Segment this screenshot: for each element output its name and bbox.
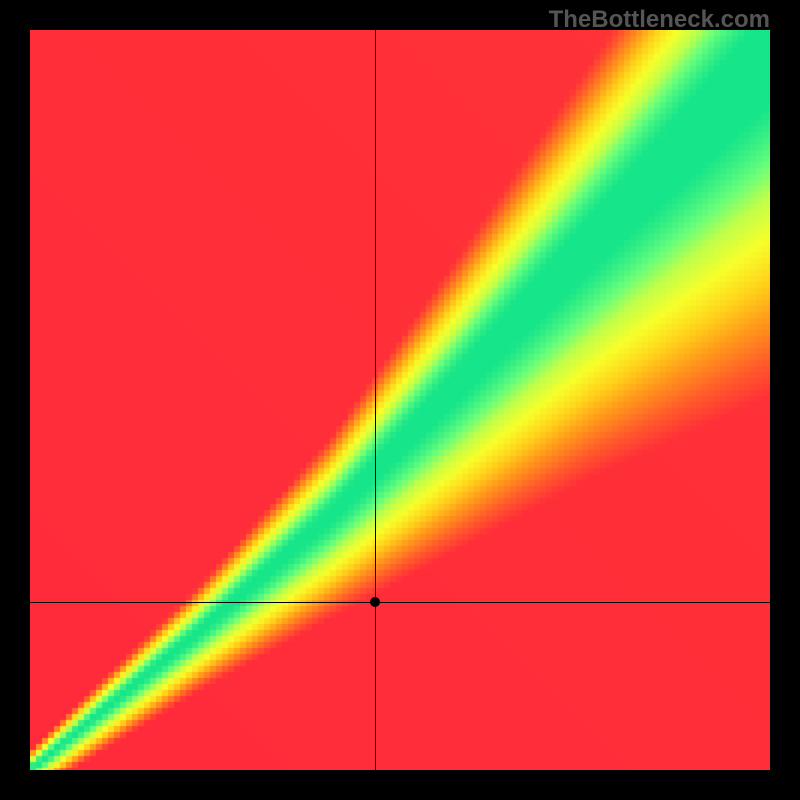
crosshair-marker xyxy=(370,597,380,607)
crosshair-horizontal-line xyxy=(30,602,770,603)
heatmap-canvas xyxy=(30,30,770,770)
crosshair-vertical-line xyxy=(375,30,376,770)
heatmap-plot-area xyxy=(30,30,770,770)
watermark-text: TheBottleneck.com xyxy=(549,6,770,34)
